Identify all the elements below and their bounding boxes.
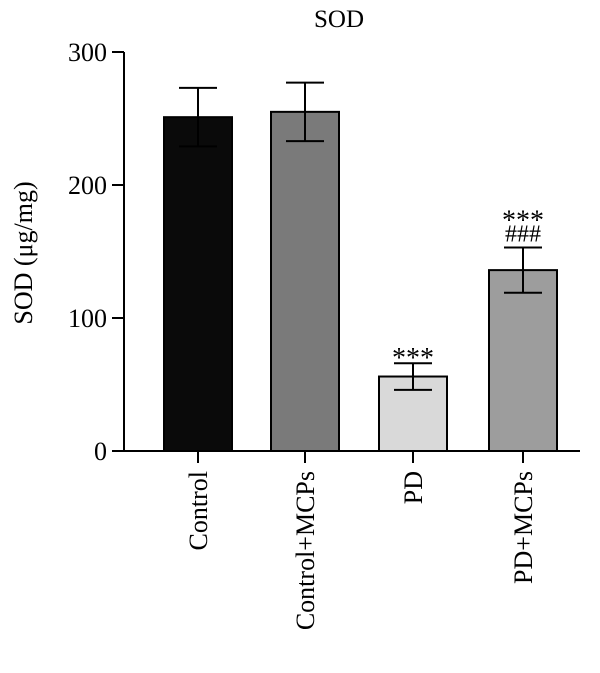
bar bbox=[488, 269, 558, 452]
x-tick-label: PD+MCPs bbox=[509, 471, 538, 584]
significance-annotation: ### bbox=[505, 222, 541, 248]
significance-annotation: *** bbox=[392, 343, 434, 374]
bar bbox=[163, 116, 233, 452]
y-tick-label: 200 bbox=[68, 171, 107, 200]
y-axis-label: SOD (μg/mg) bbox=[9, 181, 38, 324]
x-tick-label: PD bbox=[399, 471, 428, 504]
y-tick-label: 300 bbox=[68, 38, 107, 67]
bar bbox=[270, 110, 340, 452]
y-tick-label: 0 bbox=[94, 437, 107, 466]
significance-annotation: *** bbox=[502, 206, 544, 237]
plot-area: 0 100 200 300 Control Control+MCPs PD PD+MCPs **… bbox=[68, 38, 580, 630]
x-tick-label: Control bbox=[184, 471, 213, 550]
chart-title: SOD bbox=[314, 6, 364, 33]
x-tick-label: Control+MCPs bbox=[291, 471, 320, 630]
y-tick-label: 100 bbox=[68, 304, 107, 333]
